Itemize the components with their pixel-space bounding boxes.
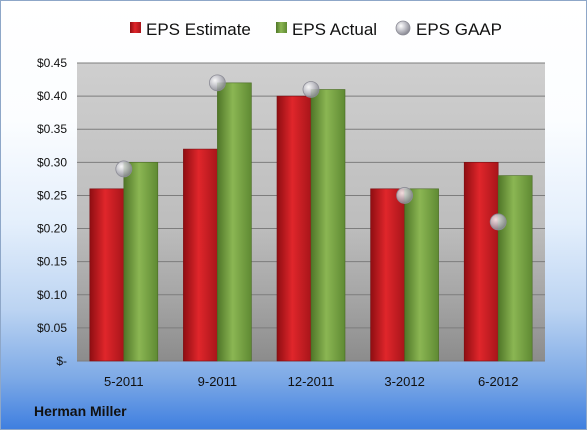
y-tick-label: $- (56, 354, 67, 368)
bar-eps-actual (497, 175, 533, 362)
legend: EPS Estimate EPS Actual EPS GAAP (130, 20, 502, 39)
x-tick-label: 3-2012 (384, 374, 424, 389)
legend-item-eps-gaap: EPS GAAP (395, 20, 502, 39)
x-axis: 5-2011 9-2011 12-2011 3-2012 6-2012 (104, 374, 518, 389)
gaap-marker (115, 160, 133, 178)
y-tick-label: $0.15 (37, 255, 67, 269)
bar-eps-actual (310, 89, 346, 362)
y-axis: $- $0.05 $0.10 $0.15 $0.20 $0.25 $0.30 $0.35 $0.… (37, 56, 67, 368)
bar-eps-estimate (89, 188, 125, 362)
gaap-marker (396, 187, 414, 204)
y-tick-label: $0.35 (37, 122, 67, 136)
legend-swatch-eps-estimate (130, 22, 141, 33)
x-tick-label: 12-2011 (288, 374, 335, 389)
company-name: Herman Miller (34, 403, 127, 419)
gaap-markers (115, 74, 507, 231)
gaap-marker (302, 81, 320, 98)
legend-item-eps-actual: EPS Actual (276, 20, 377, 39)
x-tick-label: 9-2011 (198, 374, 238, 389)
y-tick-label: $0.45 (37, 56, 67, 70)
bar-eps-estimate (463, 162, 499, 362)
bar-eps-estimate (276, 95, 312, 362)
y-tick-label: $0.25 (37, 188, 67, 202)
bar-eps-estimate (370, 188, 405, 362)
legend-label-eps-gaap: EPS GAAP (416, 20, 502, 39)
x-tick-label: 6-2012 (478, 374, 518, 389)
legend-label-eps-estimate: EPS Estimate (146, 20, 251, 39)
x-tick-label: 5-2011 (104, 374, 144, 389)
bar-eps-estimate (183, 148, 218, 362)
gaap-marker (489, 213, 507, 231)
y-tick-label: $0.05 (37, 321, 67, 335)
y-tick-label: $0.10 (37, 288, 67, 302)
legend-label-eps-actual: EPS Actual (292, 20, 377, 39)
legend-item-eps-estimate: EPS Estimate (130, 20, 251, 39)
y-tick-label: $0.40 (37, 89, 67, 103)
bars (89, 82, 533, 362)
y-tick-label: $0.30 (37, 155, 67, 169)
bar-eps-actual (123, 162, 159, 362)
gaap-marker (208, 74, 226, 92)
bar-eps-actual (217, 82, 252, 362)
legend-swatch-eps-gaap (395, 20, 411, 36)
bar-eps-actual (404, 188, 439, 362)
y-tick-label: $0.20 (37, 222, 67, 236)
legend-swatch-eps-actual (276, 22, 287, 33)
